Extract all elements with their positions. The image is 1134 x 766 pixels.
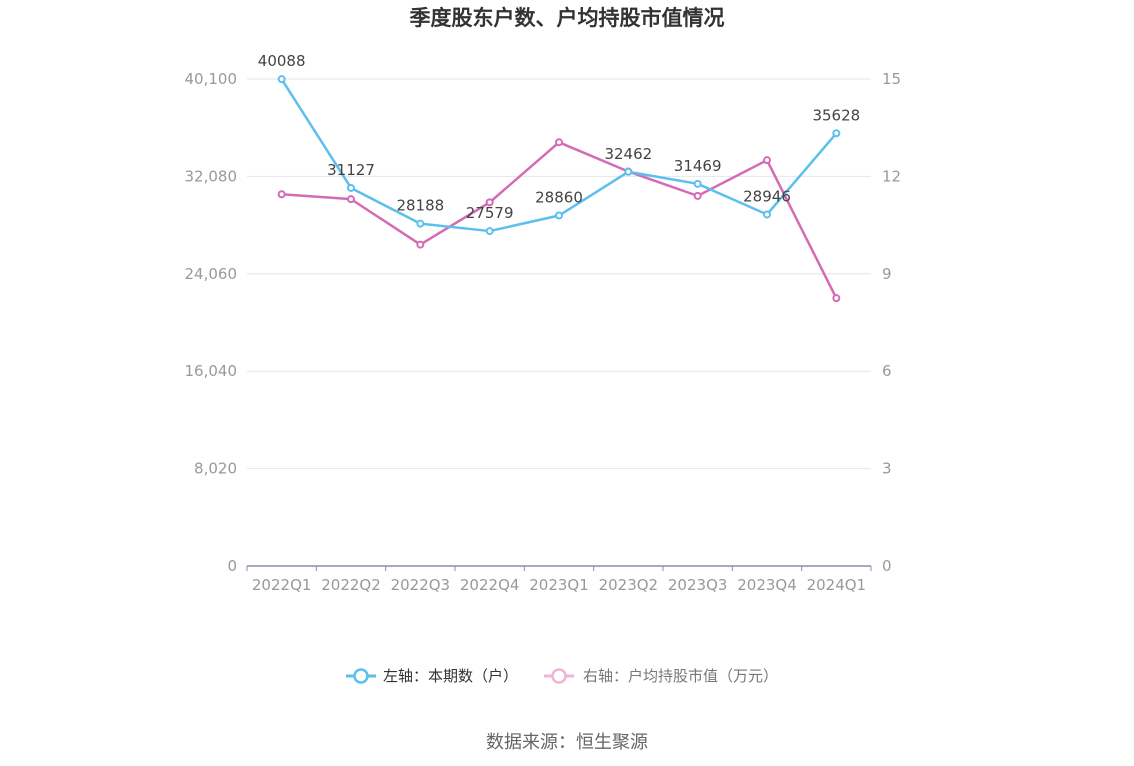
y-left-tick-label: 40,100: [185, 70, 238, 88]
data-label: 28188: [396, 197, 444, 215]
series: [277, 75, 841, 303]
legend-marker-icon: [353, 668, 369, 684]
data-point-left[interactable]: [693, 179, 702, 188]
x-tick-label: 2023Q4: [737, 576, 797, 594]
y-right-tick-label: 9: [882, 265, 892, 283]
axes: 0 8,020 16,040 24,060 32,080 40,100 0 3 6 9 12 15 20…: [185, 70, 902, 594]
y-left-tick-label: 16,040: [185, 362, 238, 380]
legend-item-left[interactable]: 左轴：本期数（户）: [346, 667, 518, 685]
legend-label: 右轴：户均持股市值（万元）: [583, 667, 778, 685]
y-right-tick-label: 0: [882, 557, 892, 575]
data-label: 27579: [466, 204, 514, 222]
y-left-tick-label: 0: [227, 557, 237, 575]
x-tick-label: 2023Q3: [668, 576, 728, 594]
data-point-left[interactable]: [555, 211, 563, 220]
source-text: 数据来源：恒生聚源: [486, 732, 648, 753]
x-tick-label: 2024Q1: [807, 576, 867, 594]
x-tick-label: 2022Q3: [391, 576, 451, 594]
data-point-right[interactable]: [693, 191, 702, 200]
data-point-left[interactable]: [485, 227, 494, 236]
grid: [247, 78, 871, 470]
x-tick-label: 2022Q1: [252, 576, 312, 594]
data-point-left[interactable]: [624, 167, 633, 176]
legend[interactable]: 左轴：本期数（户） 右轴：户均持股市值（万元）: [346, 667, 778, 685]
y-right-tick-label: 12: [882, 167, 901, 185]
data-point-left[interactable]: [763, 210, 771, 219]
data-point-left[interactable]: [832, 129, 841, 138]
y-left-tick-label: 8,020: [194, 460, 237, 478]
data-point-right[interactable]: [416, 240, 425, 249]
y-left-tick-label: 32,080: [185, 167, 238, 185]
x-tick-label: 2023Q2: [599, 576, 659, 594]
data-point-right[interactable]: [277, 190, 286, 199]
legend-label: 左轴：本期数（户）: [383, 667, 518, 685]
y-left-tick-label: 24,060: [185, 265, 238, 283]
data-label: 31127: [327, 161, 375, 179]
chart-title: 季度股东户数、户均持股市值情况: [410, 6, 725, 30]
legend-marker-icon: [551, 668, 567, 684]
y-right-tick-label: 15: [882, 70, 901, 88]
data-label: 31469: [674, 157, 722, 175]
data-point-left[interactable]: [416, 219, 425, 228]
legend-item-right[interactable]: 右轴：户均持股市值（万元）: [544, 667, 778, 685]
x-tick-label: 2022Q2: [321, 576, 381, 594]
data-point-right[interactable]: [485, 198, 494, 207]
data-point-left[interactable]: [277, 75, 286, 84]
data-point-right[interactable]: [763, 156, 771, 165]
y-right-tick-label: 6: [882, 362, 892, 380]
x-tick-label: 2023Q1: [529, 576, 589, 594]
data-label: 40088: [258, 52, 306, 70]
y-right-tick-label: 3: [882, 460, 892, 478]
data-point-right[interactable]: [832, 294, 841, 303]
data-point-right[interactable]: [555, 138, 563, 147]
data-label: 32462: [604, 145, 652, 163]
data-point-left[interactable]: [347, 183, 355, 192]
data-label: 28860: [535, 189, 583, 207]
data-labels: 40088 31127 28188 27579 28860 32462 31469 28946…: [258, 52, 860, 222]
data-label: 35628: [812, 106, 860, 124]
data-label: 28946: [743, 187, 791, 205]
data-point-right[interactable]: [347, 195, 355, 204]
x-tick-label: 2022Q4: [460, 576, 520, 594]
